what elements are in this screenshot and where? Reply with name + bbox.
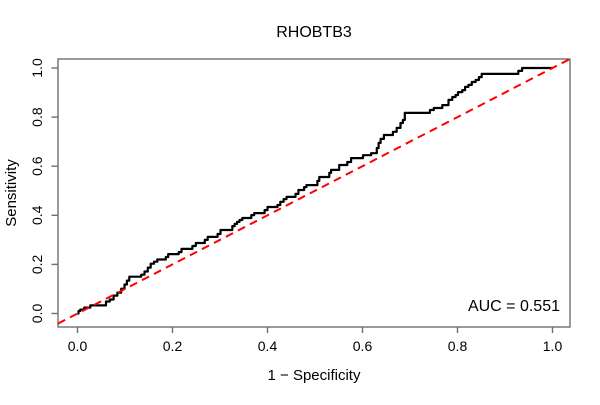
y-tick-label: 0.4 xyxy=(29,205,45,225)
y-tick-label: 0.8 xyxy=(29,107,45,127)
y-axis-ticks: 0.0 0.2 0.4 0.6 0.8 1.0 xyxy=(29,58,58,323)
plot-frame xyxy=(57,58,571,328)
x-tick-label: 0.8 xyxy=(448,338,468,354)
chart-title: RHOBTB3 xyxy=(276,24,352,41)
auc-annotation: AUC = 0.551 xyxy=(468,298,560,315)
y-tick-label: 0.6 xyxy=(29,156,45,176)
x-axis-label: 1 − Specificity xyxy=(268,367,361,384)
x-tick-label: 0.2 xyxy=(163,338,183,354)
x-tick-label: 0.0 xyxy=(68,338,88,354)
chance-diagonal-line xyxy=(57,58,571,325)
y-tick-label: 1.0 xyxy=(29,58,45,78)
y-tick-label: 0.0 xyxy=(29,304,45,324)
x-tick-label: 1.0 xyxy=(543,338,563,354)
x-tick-label: 0.6 xyxy=(353,338,373,354)
y-axis-label: Sensitivity xyxy=(3,159,20,227)
y-tick-label: 0.2 xyxy=(29,254,45,274)
x-tick-label: 0.4 xyxy=(258,338,278,354)
roc-curve-line xyxy=(77,66,553,315)
x-axis-ticks: 0.0 0.2 0.4 0.6 0.8 1.0 xyxy=(68,327,563,354)
series-layer xyxy=(57,58,571,325)
